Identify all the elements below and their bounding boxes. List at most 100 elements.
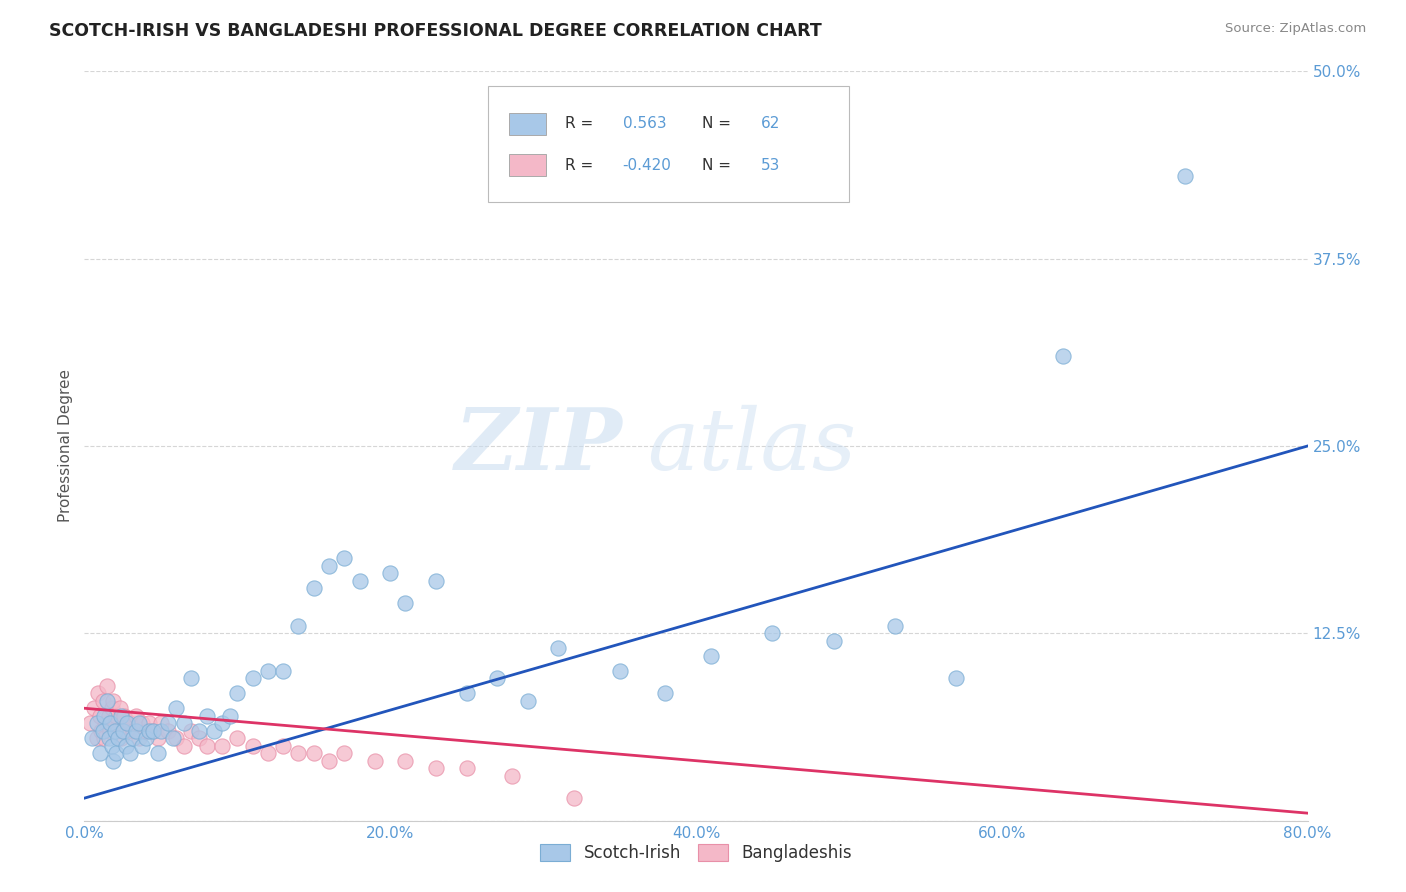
- Y-axis label: Professional Degree: Professional Degree: [58, 369, 73, 523]
- Point: [90, 723, 112, 738]
- Point: [114, 739, 136, 753]
- Point: [120, 716, 142, 731]
- Point: [103, 754, 125, 768]
- Text: R =: R =: [565, 158, 598, 172]
- Point: [146, 731, 169, 746]
- Point: [157, 716, 180, 731]
- Point: [287, 746, 309, 760]
- Point: [83, 701, 105, 715]
- Point: [654, 686, 676, 700]
- Point: [87, 686, 110, 700]
- Point: [112, 708, 135, 723]
- Point: [111, 723, 134, 738]
- Point: [609, 664, 631, 678]
- Point: [93, 731, 115, 746]
- Point: [135, 723, 157, 738]
- Point: [104, 716, 127, 731]
- Point: [122, 731, 145, 746]
- Point: [149, 716, 172, 731]
- Text: N =: N =: [702, 158, 735, 172]
- Text: Source: ZipAtlas.com: Source: ZipAtlas.com: [1226, 22, 1367, 36]
- Point: [94, 716, 117, 731]
- Point: [105, 708, 128, 723]
- Point: [188, 731, 211, 746]
- Point: [142, 723, 165, 738]
- Point: [486, 671, 509, 685]
- Point: [700, 648, 723, 663]
- Point: [91, 723, 114, 738]
- Point: [125, 723, 148, 738]
- Point: [165, 731, 187, 746]
- FancyBboxPatch shape: [488, 87, 849, 202]
- Point: [226, 686, 249, 700]
- Point: [195, 739, 218, 753]
- Point: [271, 739, 294, 753]
- Text: ZIP: ZIP: [454, 404, 623, 488]
- Point: [80, 731, 103, 746]
- Point: [211, 716, 233, 731]
- Point: [456, 761, 478, 775]
- Point: [211, 739, 233, 753]
- Legend: Scotch-Irish, Bangladeshis: Scotch-Irish, Bangladeshis: [534, 837, 858, 869]
- Point: [98, 716, 121, 731]
- Point: [394, 596, 416, 610]
- Text: atlas: atlas: [647, 405, 856, 487]
- Point: [138, 716, 160, 731]
- Point: [1174, 169, 1197, 184]
- Point: [425, 574, 447, 588]
- Point: [333, 551, 356, 566]
- Point: [91, 694, 114, 708]
- Point: [180, 723, 202, 738]
- Point: [128, 716, 150, 731]
- Point: [122, 723, 145, 738]
- Point: [86, 731, 108, 746]
- Point: [173, 716, 195, 731]
- Point: [202, 723, 225, 738]
- Point: [302, 746, 325, 760]
- Point: [79, 716, 101, 731]
- Point: [107, 731, 129, 746]
- Point: [318, 558, 340, 573]
- Point: [394, 754, 416, 768]
- FancyBboxPatch shape: [509, 112, 546, 135]
- Point: [257, 746, 280, 760]
- Point: [242, 671, 264, 685]
- Point: [547, 641, 569, 656]
- Point: [302, 582, 325, 596]
- Point: [195, 708, 218, 723]
- Point: [105, 746, 128, 760]
- Point: [287, 619, 309, 633]
- Point: [364, 754, 387, 768]
- Point: [146, 746, 169, 760]
- Point: [562, 791, 585, 805]
- Point: [456, 686, 478, 700]
- Point: [502, 769, 524, 783]
- Point: [761, 626, 783, 640]
- Point: [425, 761, 447, 775]
- Point: [103, 694, 125, 708]
- Point: [96, 679, 118, 693]
- Text: 62: 62: [761, 116, 780, 131]
- Point: [1052, 349, 1074, 363]
- Point: [318, 754, 340, 768]
- Point: [101, 739, 124, 753]
- Point: [104, 723, 127, 738]
- Text: N =: N =: [702, 116, 735, 131]
- Point: [111, 716, 134, 731]
- Text: R =: R =: [565, 116, 598, 131]
- Text: 53: 53: [761, 158, 780, 172]
- Point: [180, 671, 202, 685]
- Point: [257, 664, 280, 678]
- Point: [142, 723, 165, 738]
- Point: [271, 664, 294, 678]
- Point: [188, 723, 211, 738]
- Point: [138, 723, 160, 738]
- Point: [131, 716, 153, 731]
- Point: [165, 701, 187, 715]
- Point: [149, 723, 172, 738]
- Point: [218, 708, 240, 723]
- Point: [110, 708, 132, 723]
- Text: -0.420: -0.420: [623, 158, 672, 172]
- Point: [131, 739, 153, 753]
- FancyBboxPatch shape: [509, 153, 546, 177]
